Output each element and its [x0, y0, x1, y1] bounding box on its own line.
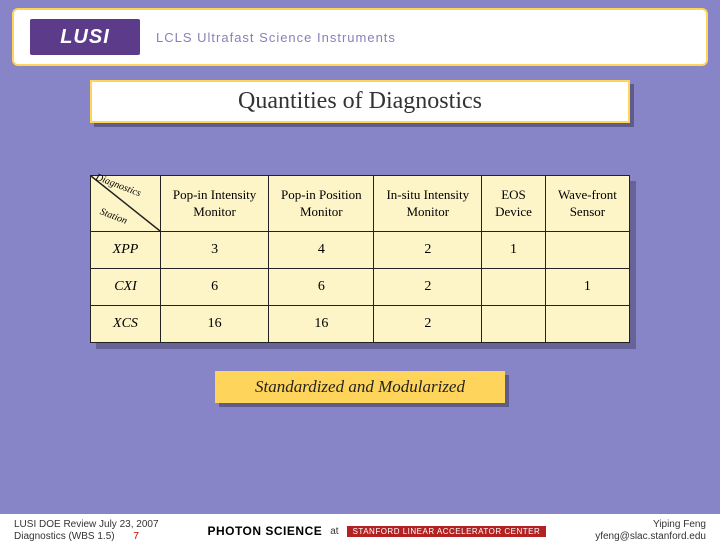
station-cell: XPP: [91, 232, 161, 269]
value-cell: 2: [374, 269, 482, 306]
value-cell: 3: [161, 232, 269, 269]
footer-at: at: [330, 526, 338, 537]
lusi-logo: LUSI: [30, 19, 140, 55]
footer-wbs: Diagnostics (WBS 1.5): [14, 531, 115, 542]
footer-photon-science: PHOTON SCIENCE: [207, 524, 322, 538]
callout-box: Standardized and Modularized: [215, 371, 505, 403]
footer-right: Yiping Feng yfeng@slac.stanford.edu: [595, 519, 720, 543]
footer-slac: STANFORD LINEAR ACCELERATOR CENTER: [347, 526, 547, 537]
footer-email: yfeng@slac.stanford.edu: [595, 531, 706, 543]
col-header: Pop-in Position Monitor: [269, 176, 374, 232]
value-cell: 2: [374, 306, 482, 343]
value-cell: 1: [482, 232, 546, 269]
col-header: Pop-in Intensity Monitor: [161, 176, 269, 232]
station-cell: XCS: [91, 306, 161, 343]
diagnostics-table: Diagnostics Station Pop-in Intensity Mon…: [90, 175, 630, 343]
callout-text: Standardized and Modularized: [255, 377, 465, 396]
page-number: 7: [117, 531, 139, 542]
value-cell: 16: [269, 306, 374, 343]
header-bar: LUSI LCLS Ultrafast Science Instruments: [12, 8, 708, 66]
col-header: In-situ Intensity Monitor: [374, 176, 482, 232]
header-subtitle: LCLS Ultrafast Science Instruments: [156, 30, 396, 45]
table-row: XPP 3 4 2 1: [91, 232, 630, 269]
table-row: CXI 6 6 2 1: [91, 269, 630, 306]
value-cell: 6: [161, 269, 269, 306]
table-header-row: Diagnostics Station Pop-in Intensity Mon…: [91, 176, 630, 232]
footer-author: Yiping Feng: [595, 519, 706, 531]
slide-title: Quantities of Diagnostics: [92, 88, 628, 115]
col-header: EOS Device: [482, 176, 546, 232]
slide-title-box: Quantities of Diagnostics: [90, 80, 630, 123]
value-cell: 6: [269, 269, 374, 306]
footer-left: LUSI DOE Review July 23, 2007 Diagnostic…: [0, 519, 159, 543]
table-corner-cell: Diagnostics Station: [91, 176, 161, 232]
diagnostics-table-wrap: Diagnostics Station Pop-in Intensity Mon…: [90, 175, 630, 343]
footer-bar: LUSI DOE Review July 23, 2007 Diagnostic…: [0, 514, 720, 548]
value-cell: [545, 232, 629, 269]
value-cell: 1: [545, 269, 629, 306]
table-row: XCS 16 16 2: [91, 306, 630, 343]
footer-left-line1: LUSI DOE Review July 23, 2007: [14, 519, 159, 531]
col-header: Wave-front Sensor: [545, 176, 629, 232]
footer-left-line2: Diagnostics (WBS 1.5) 7: [14, 531, 159, 543]
value-cell: 2: [374, 232, 482, 269]
value-cell: [545, 306, 629, 343]
station-cell: CXI: [91, 269, 161, 306]
value-cell: 16: [161, 306, 269, 343]
value-cell: [482, 269, 546, 306]
value-cell: [482, 306, 546, 343]
footer-center: PHOTON SCIENCE at STANFORD LINEAR ACCELE…: [159, 524, 596, 538]
value-cell: 4: [269, 232, 374, 269]
lusi-logo-text: LUSI: [60, 26, 110, 49]
